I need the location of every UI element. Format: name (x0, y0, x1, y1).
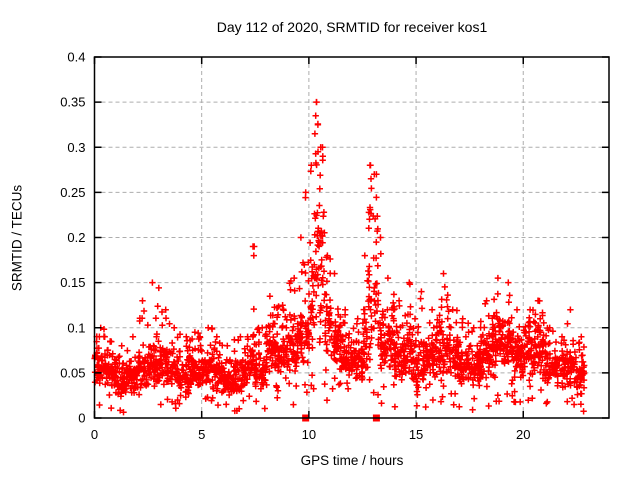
y-tick-label: 0.25 (60, 185, 85, 200)
data-points (91, 98, 588, 416)
x-tick-label: 20 (516, 427, 530, 442)
y-tick-label: 0 (78, 411, 85, 426)
y-tick-label: 0.2 (67, 230, 85, 245)
tick-labels: 0 5 10 15 20 0 0.05 0.1 0.15 0.2 0.25 0.3 0.35 0.4 (60, 50, 530, 443)
y-tick-label: 0.3 (67, 140, 85, 155)
y-tick-label: 0.35 (60, 95, 85, 110)
axis-ticks (93, 56, 609, 419)
x-tick-label: 5 (198, 427, 205, 442)
y-tick-label: 0.15 (60, 275, 85, 290)
y-tick-label: 0.05 (60, 365, 85, 380)
x-tick-label: 0 (91, 427, 98, 442)
chart-title: Day 112 of 2020, SRMTID for receiver kos… (216, 19, 488, 35)
x-axis-label: GPS time / hours (300, 453, 404, 468)
y-tick-label: 0.4 (67, 50, 85, 65)
x-tick-label: 10 (302, 427, 316, 442)
y-tick-label: 0.1 (67, 320, 85, 335)
x-tick-label: 15 (409, 427, 423, 442)
